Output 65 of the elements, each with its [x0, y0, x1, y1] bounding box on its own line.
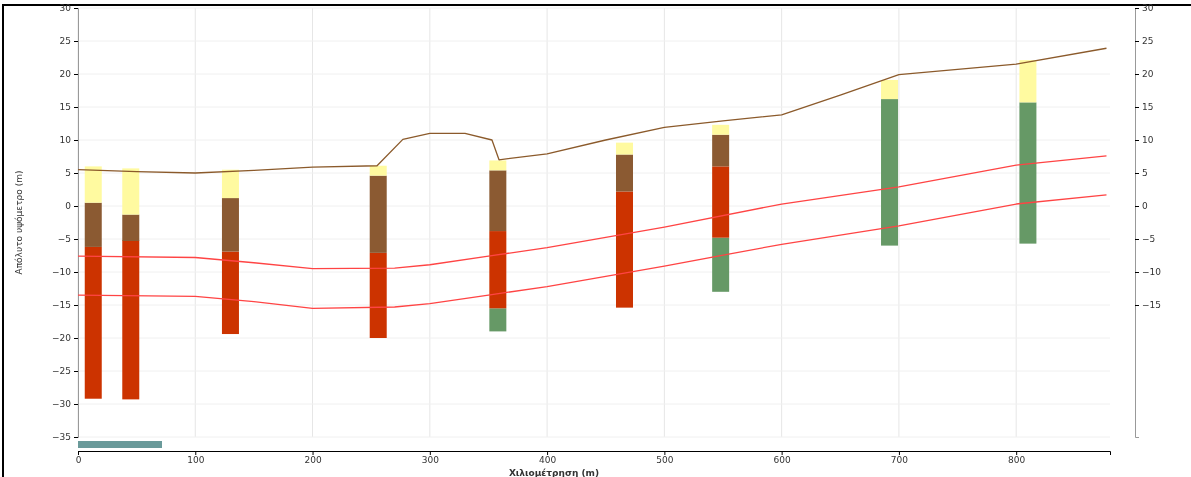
bar [489, 160, 507, 171]
bar [1019, 102, 1037, 244]
x-tick-label: 500 [656, 455, 674, 466]
x-tick-label: 800 [1008, 455, 1026, 466]
bar [1019, 60, 1037, 103]
y-tick-label: 5 [65, 168, 71, 179]
y2-tick-label: 5 [1142, 168, 1148, 179]
x-tick-label: 600 [773, 455, 791, 466]
y2-tick-label: −15 [1142, 300, 1161, 311]
x-tick-label: 0 [75, 455, 82, 466]
y-tick-label: 30 [59, 3, 72, 14]
y2-tick-label: 15 [1142, 102, 1154, 113]
bar [84, 202, 102, 247]
y-tick-label: −10 [52, 267, 72, 278]
line-series [77, 47, 1108, 174]
bar [221, 198, 239, 252]
bar [369, 252, 387, 338]
y2-tick-label: 25 [1142, 36, 1154, 47]
y-tick-label: −35 [52, 432, 71, 443]
y-tick-label: 15 [59, 102, 71, 113]
y-tick-label: 0 [65, 201, 72, 212]
bar [712, 166, 730, 238]
y-tick-label: 10 [59, 135, 72, 146]
y-axis-title: Απόλυτο υψόμετρο (m) [14, 170, 24, 275]
bar [489, 308, 507, 332]
bar [615, 191, 633, 308]
bar [489, 170, 507, 232]
bar [369, 165, 387, 176]
bar [615, 154, 633, 192]
x-tick-label: 400 [539, 455, 557, 466]
bar [881, 99, 899, 246]
y2-tick-label: −10 [1142, 267, 1162, 278]
bar [369, 175, 387, 253]
y-tick-label: −30 [52, 399, 72, 410]
x-tick-label: 100 [187, 455, 205, 466]
y-tick-label: −25 [52, 366, 71, 377]
bar [122, 240, 140, 400]
x-tick-label: 200 [304, 455, 322, 466]
bar [712, 124, 730, 135]
bar [615, 142, 633, 155]
bar [712, 237, 730, 292]
bar [122, 214, 140, 241]
bar [881, 79, 899, 100]
x-tick-label: 300 [421, 455, 440, 466]
line-series [77, 194, 1108, 309]
y2-tick-label: −5 [1142, 234, 1156, 245]
bar [84, 166, 102, 203]
y-tick-label: 25 [59, 36, 71, 47]
bar [712, 134, 730, 167]
y-tick-label: −15 [52, 300, 71, 311]
y-tick-label: −20 [52, 333, 72, 344]
y2-tick-label: 0 [1142, 201, 1148, 212]
y-tick-label: 20 [59, 69, 72, 80]
y-tick-label: −5 [57, 234, 71, 245]
y2-tick-label: 30 [1142, 3, 1154, 14]
bar [84, 246, 102, 399]
y2-tick-label: 20 [1142, 69, 1154, 80]
bar [489, 231, 507, 309]
x-tick-label: 700 [890, 455, 909, 466]
bar [122, 168, 140, 215]
line-series [77, 155, 1108, 270]
x-axis-title: Χιλιομέτρηση (m) [508, 468, 600, 477]
y2-tick-label: 10 [1142, 135, 1154, 146]
bar [221, 251, 239, 335]
bar [221, 169, 239, 199]
